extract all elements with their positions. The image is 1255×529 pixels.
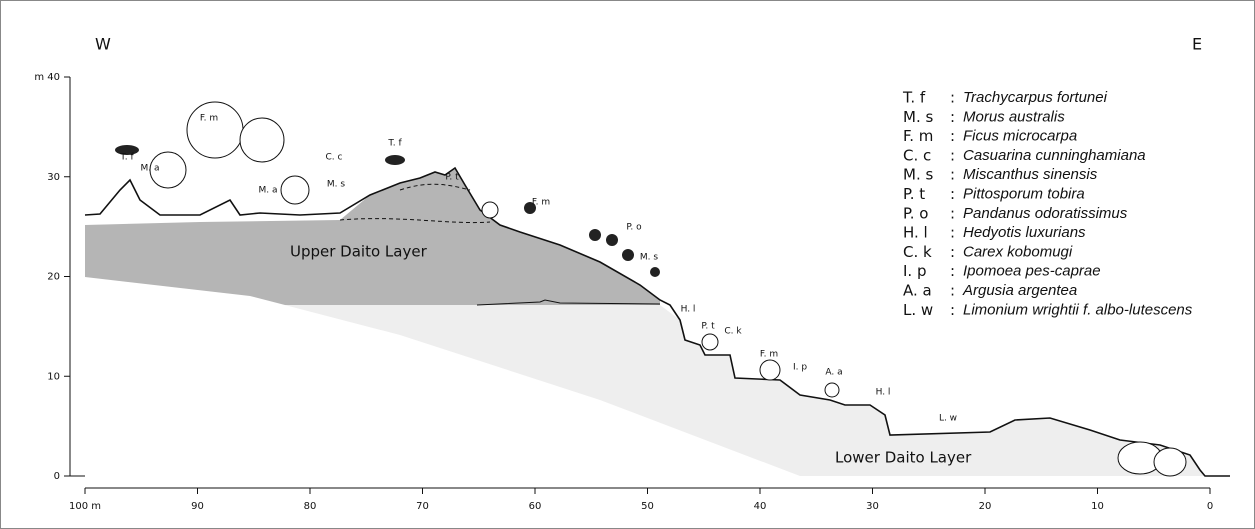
plant-label: M. a	[140, 164, 159, 174]
legend-name: Hedyotis luxurians	[963, 224, 1086, 241]
y-tick-label: 10	[47, 371, 60, 382]
lower-layer	[250, 296, 1205, 476]
x-tick-label: 20	[979, 501, 992, 512]
legend-colon: :	[950, 262, 955, 280]
legend-colon: :	[950, 89, 955, 107]
legend-name: Limonium wrightii f. albo-lutescens	[963, 301, 1193, 318]
y-tick-label: 0	[54, 471, 60, 482]
ground-surface	[84, 166, 1230, 477]
plant-label: T. f	[119, 153, 134, 163]
legend-name: Ipomoea pes-caprae	[963, 263, 1101, 280]
plant-label: M. a	[258, 186, 277, 196]
legend-name: Morus australis	[963, 108, 1065, 125]
plant-label: C. c	[326, 153, 343, 163]
x-tick-label: 40	[754, 501, 767, 512]
layer-boundary	[476, 299, 661, 306]
plant-label: P. t	[445, 173, 459, 183]
plant-label: F. m	[532, 198, 550, 208]
layer-boundary	[339, 183, 491, 224]
legend-name: Pittosporum tobira	[963, 185, 1085, 202]
legend-colon: :	[950, 185, 955, 203]
legend-colon: :	[950, 301, 955, 319]
legend-code: I. p	[903, 262, 926, 280]
legend-code: A. a	[903, 282, 932, 300]
plant-label: F. m	[200, 114, 218, 124]
east-label: E	[1192, 35, 1202, 54]
plant-label: M. s	[327, 180, 345, 190]
legend-name: Argusia argentea	[962, 282, 1077, 299]
legend-name: Casuarina cunninghamiana	[963, 147, 1146, 164]
legend-name: Ficus microcarpa	[963, 128, 1077, 145]
legend-code: F. m	[903, 127, 933, 145]
plant-label: T. f	[387, 139, 402, 149]
plant-label: F. m	[760, 350, 778, 360]
x-tick-label: 30	[866, 501, 879, 512]
plant-label: P. t	[701, 322, 715, 332]
palms	[115, 145, 660, 277]
plant-label: A. a	[825, 368, 842, 378]
legend-name: Trachycarpus fortunei	[963, 89, 1108, 106]
legend-code: L. w	[903, 301, 933, 319]
vegetation	[149, 101, 1187, 477]
legend-colon: :	[950, 224, 955, 242]
y-tick-label: m 40	[34, 72, 60, 83]
legend-colon: :	[950, 166, 955, 184]
x-tick-label: 0	[1207, 501, 1213, 512]
legend-colon: :	[950, 146, 955, 164]
legend-name: Pandanus odoratissimus	[963, 205, 1128, 222]
legend-colon: :	[950, 243, 955, 261]
plant-label: H. l	[876, 388, 891, 398]
upper-layer	[85, 168, 660, 305]
x-tick-label: 10	[1091, 501, 1104, 512]
plant-label: H. l	[681, 305, 696, 315]
legend-colon: :	[950, 108, 955, 126]
x-tick-label: 90	[191, 501, 204, 512]
legend-name: Carex kobomugi	[963, 243, 1073, 260]
x-tick-label: 60	[529, 501, 542, 512]
upper-layer-label: Upper Daito Layer	[290, 243, 428, 261]
legend-code: C. c	[903, 146, 931, 164]
x-tick-label: 70	[416, 501, 429, 512]
y-tick-label: 30	[47, 172, 60, 183]
x-tick-label: 80	[304, 501, 317, 512]
legend-code: P. o	[903, 204, 928, 222]
legend-code: P. t	[903, 185, 925, 203]
legend-colon: :	[950, 282, 955, 300]
west-label: W	[95, 35, 111, 54]
legend-name: Miscanthus sinensis	[963, 166, 1098, 183]
legend-colon: :	[950, 204, 955, 222]
legend-code: M. s	[903, 166, 933, 184]
plant-label: L. w	[939, 414, 957, 424]
legend-code: M. s	[903, 108, 933, 126]
plant-label: M. s	[640, 253, 658, 263]
lower-layer-label: Lower Daito Layer	[835, 449, 972, 467]
x-tick-label: 100 m	[69, 501, 101, 512]
x-tick-label: 50	[641, 501, 654, 512]
plant-label: P. o	[626, 223, 642, 233]
legend-code: T. f	[902, 89, 926, 107]
legend-colon: :	[950, 127, 955, 145]
legend-code: C. k	[903, 243, 932, 261]
legend-code: H. l	[903, 224, 928, 242]
plant-label: C. k	[724, 327, 742, 337]
y-tick-label: 20	[47, 272, 60, 283]
plant-label: I. p	[793, 363, 807, 373]
